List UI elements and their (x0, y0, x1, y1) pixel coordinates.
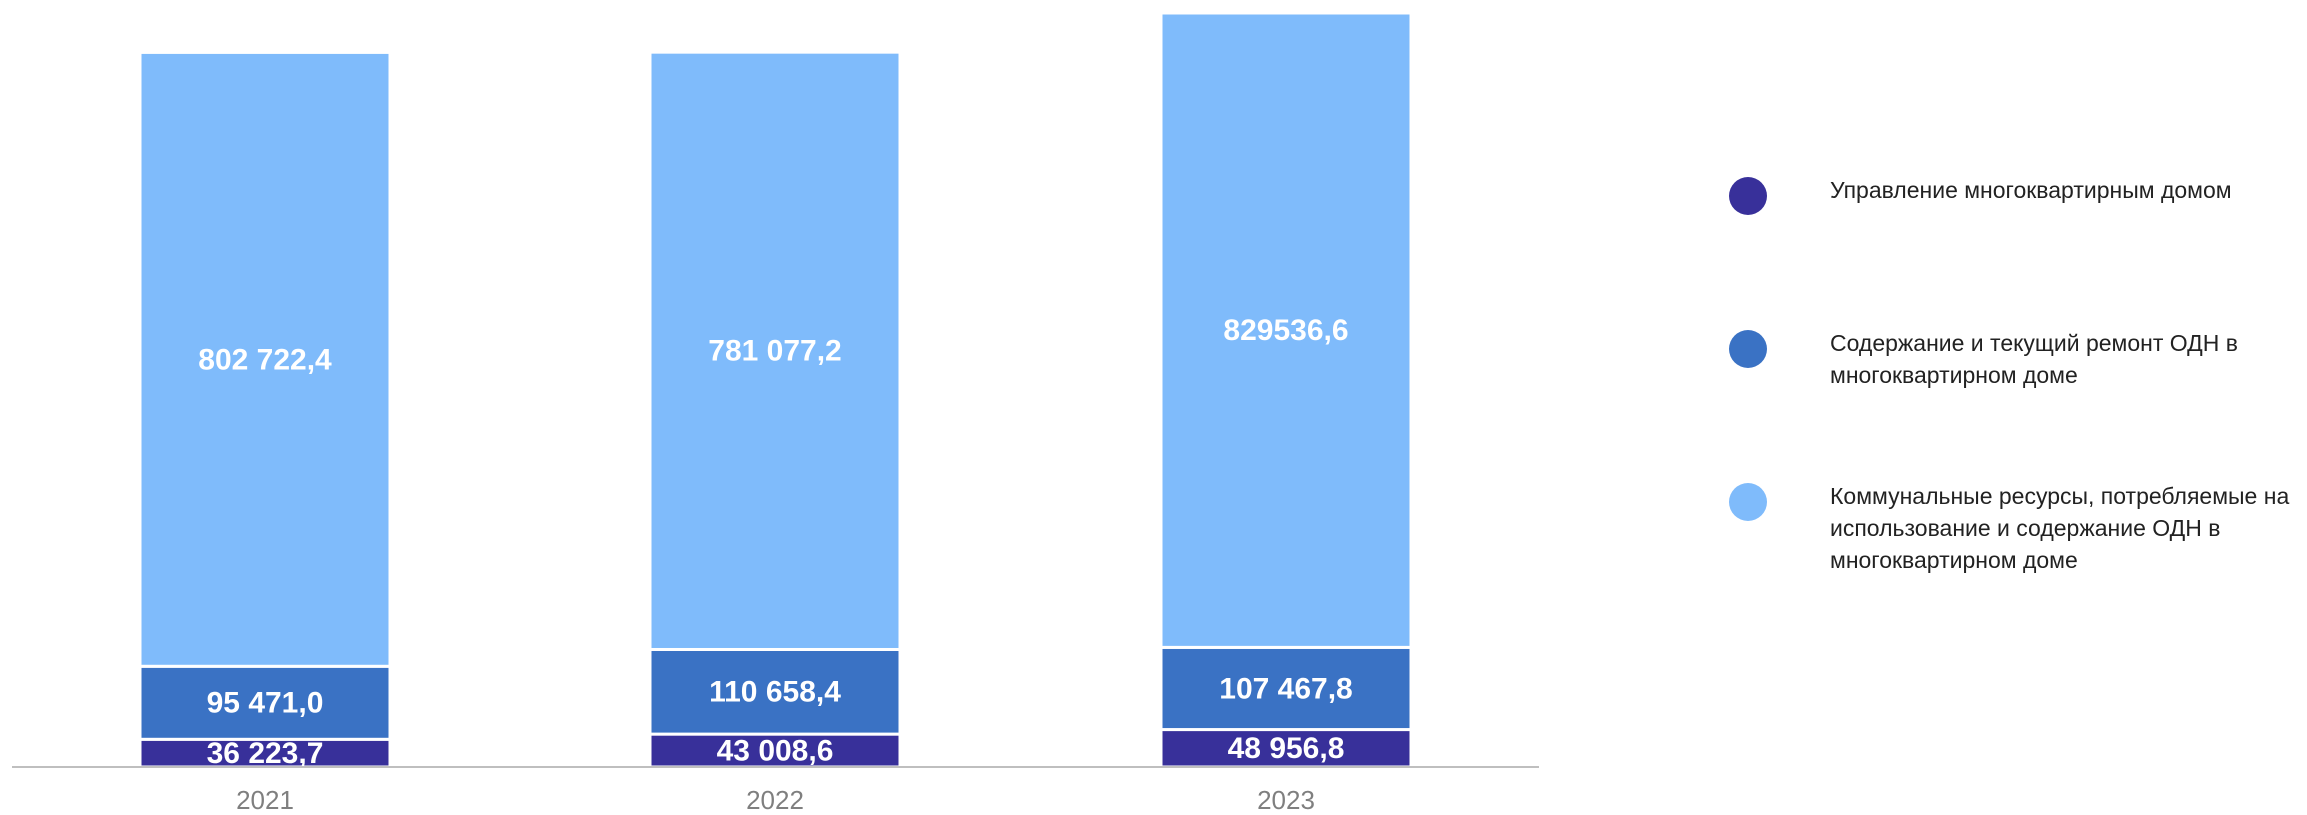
bar-segment (648, 732, 902, 769)
x-tick-label: 2022 (746, 785, 804, 815)
legend-marker (1729, 177, 1767, 215)
value-label: 781 077,2 (708, 335, 841, 368)
value-label: 36 223,7 (207, 737, 324, 770)
value-label: 110 658,4 (709, 676, 841, 709)
legend-marker (1729, 330, 1767, 368)
x-tick-label: 2021 (236, 785, 294, 815)
legend-label: Содержание и текущий ремонт ОДН в многок… (1830, 330, 2238, 388)
bar-segment (648, 647, 902, 736)
bar-segment (648, 50, 902, 651)
legend-label: Управление многоквартирным домом (1830, 177, 2232, 203)
bar-segment (1159, 645, 1413, 732)
bar-segment (1159, 11, 1413, 649)
legend-marker (1729, 483, 1767, 521)
legend-label: Коммунальные ресурсы, потребляемые на ис… (1830, 483, 2290, 573)
bar-segment (138, 664, 392, 741)
value-label: 107 467,8 (1219, 672, 1352, 705)
value-label: 95 471,0 (207, 687, 324, 720)
value-label: 48 956,8 (1228, 732, 1345, 765)
bar-segment (138, 50, 392, 668)
x-tick-label: 2023 (1257, 785, 1315, 815)
value-label: 43 008,6 (717, 734, 834, 767)
value-label: 829536,6 (1223, 314, 1348, 347)
value-label: 802 722,4 (198, 343, 332, 376)
